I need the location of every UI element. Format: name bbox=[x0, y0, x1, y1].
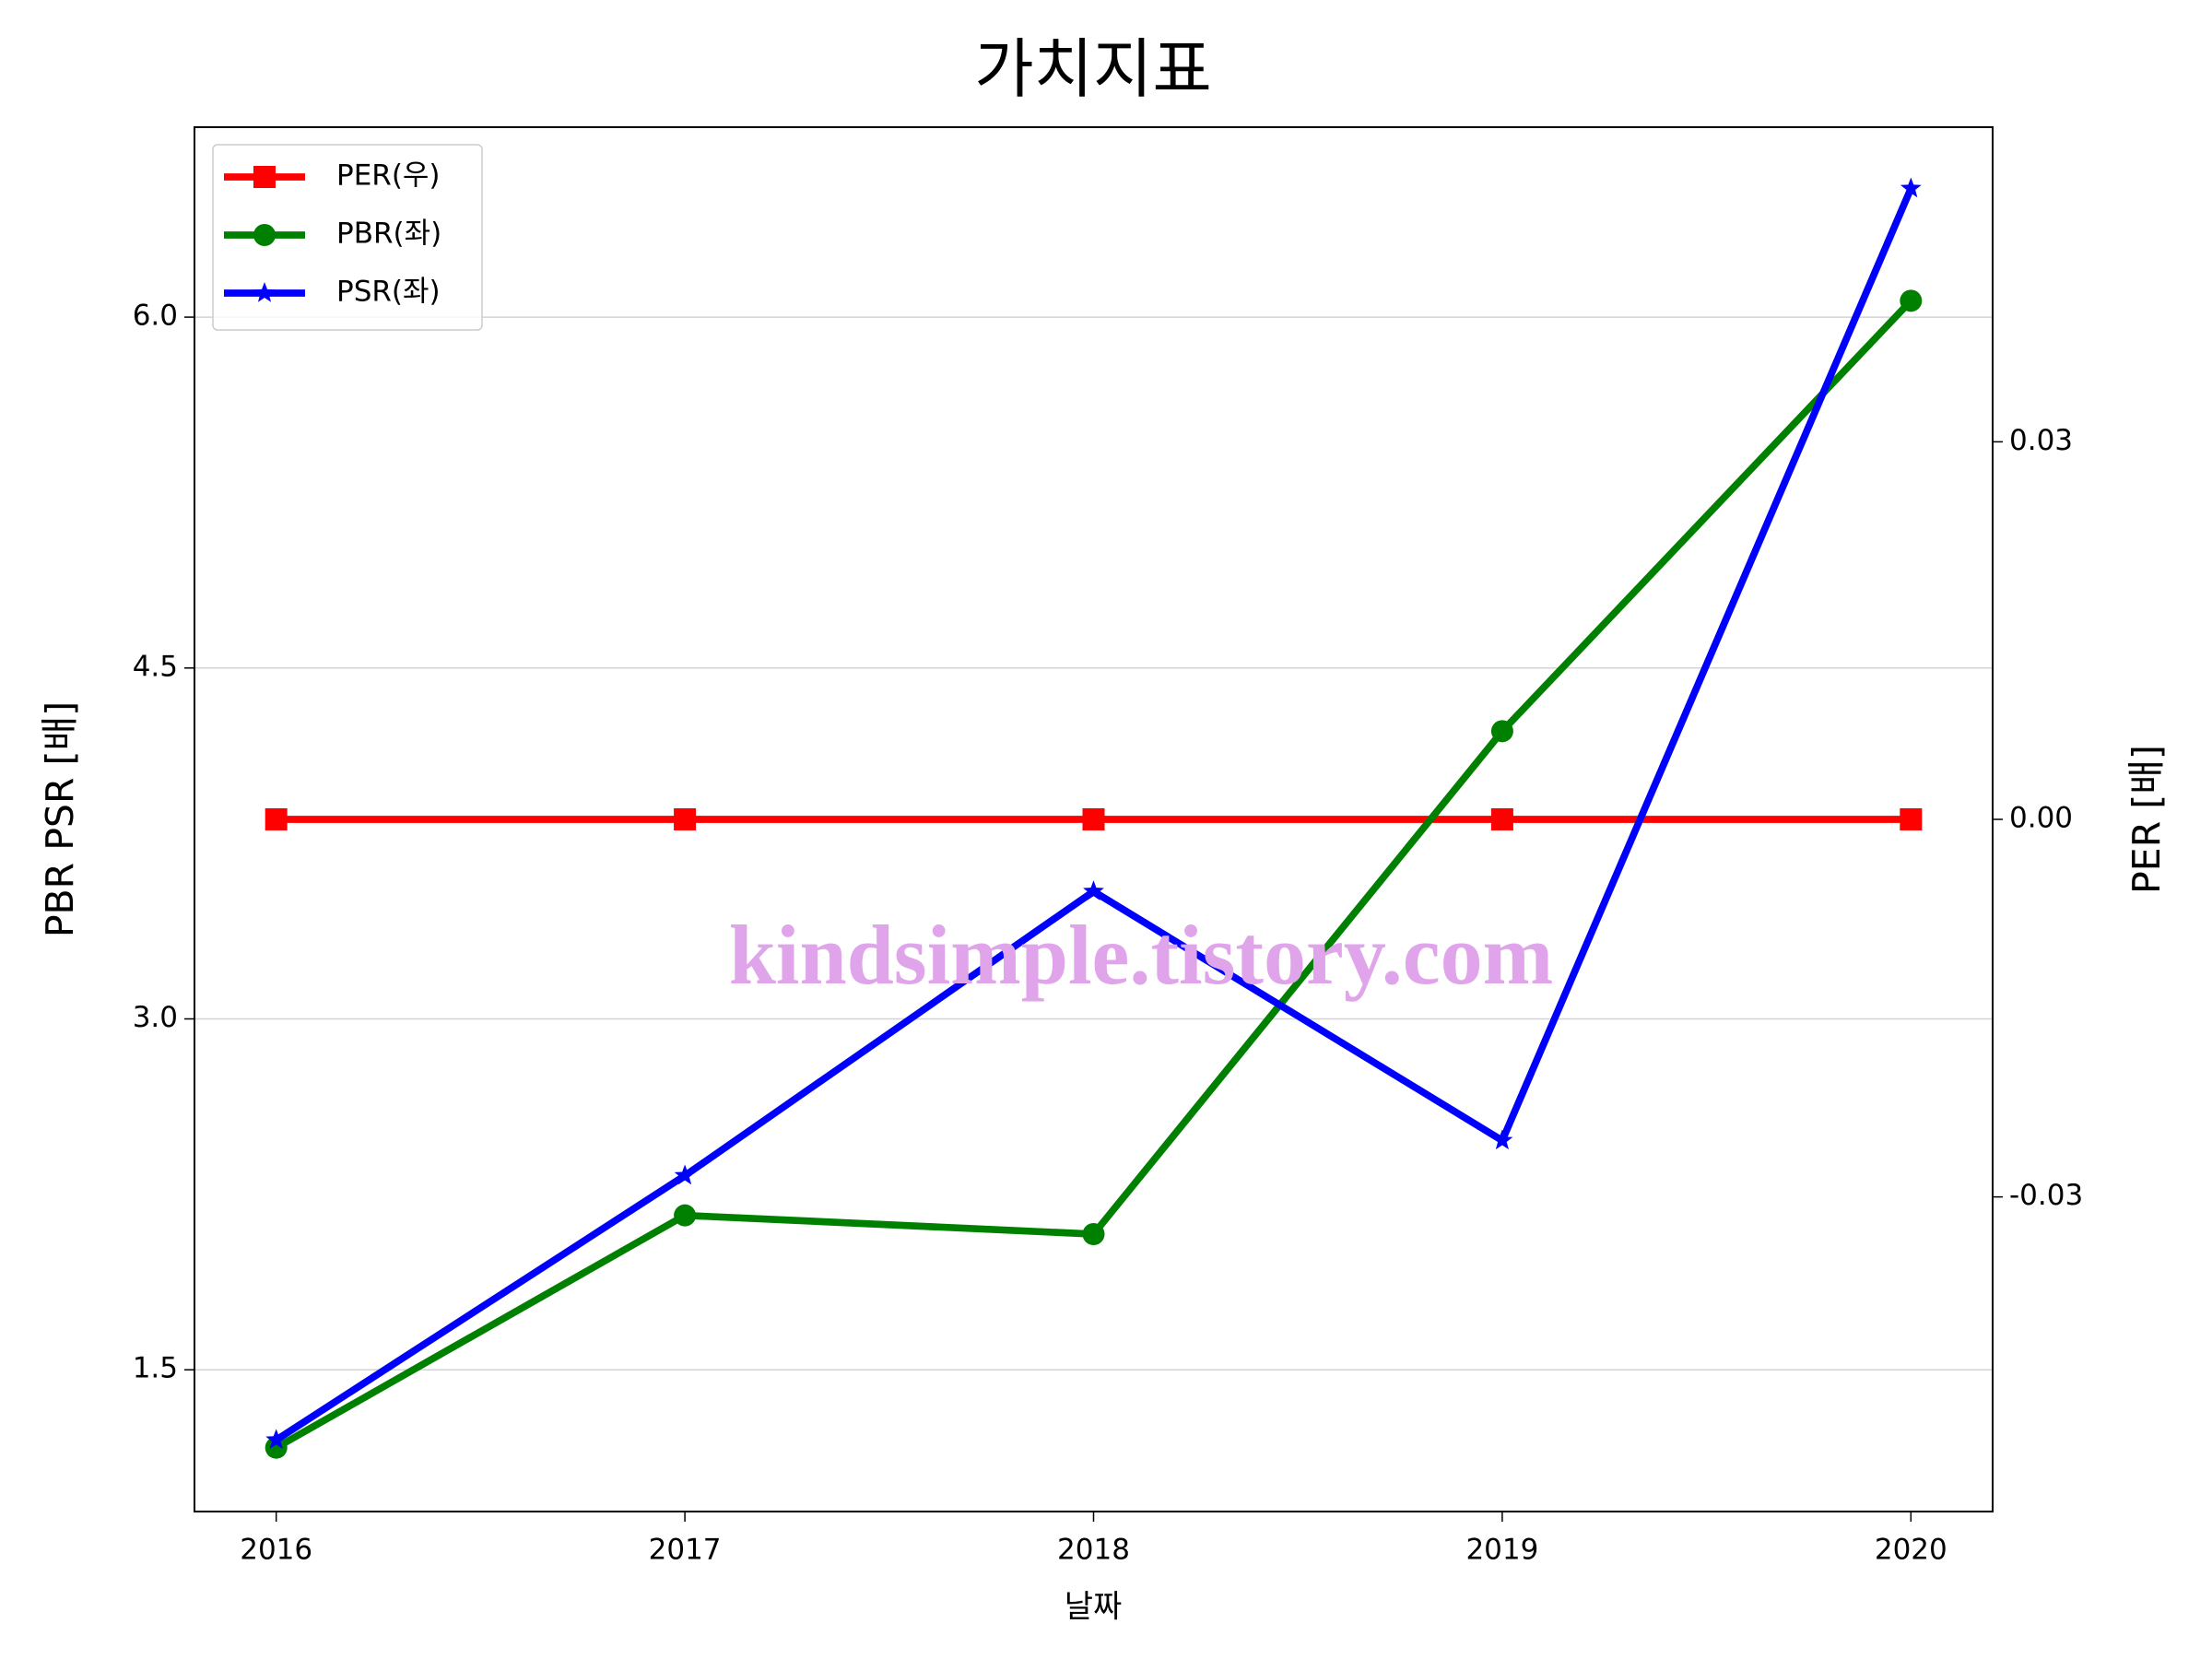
y-tick-label: 1.5 bbox=[133, 1352, 178, 1385]
x-tick-label: 2019 bbox=[1465, 1534, 1538, 1567]
x-tick-label: 2018 bbox=[1057, 1534, 1130, 1567]
y2-tick-label: -0.03 bbox=[2009, 1179, 2083, 1212]
y2-axis-label: PER [배] bbox=[2124, 745, 2169, 894]
legend-marker bbox=[253, 224, 276, 246]
marker bbox=[1490, 808, 1513, 830]
x-tick-label: 2016 bbox=[240, 1534, 312, 1567]
y-tick-label: 4.5 bbox=[133, 650, 178, 683]
y2-tick-label: 0.00 bbox=[2009, 802, 2073, 835]
marker bbox=[674, 808, 697, 830]
marker bbox=[265, 808, 288, 830]
marker bbox=[265, 1429, 288, 1450]
y2-tick-label: 0.03 bbox=[2009, 424, 2073, 457]
x-tick-label: 2020 bbox=[1875, 1534, 1947, 1567]
marker bbox=[674, 1164, 696, 1185]
watermark: kindsimple.tistory.com bbox=[729, 908, 1553, 1002]
marker bbox=[1490, 720, 1513, 743]
marker bbox=[265, 1436, 288, 1459]
legend-label: PBR(좌) bbox=[336, 218, 441, 251]
y-tick-label: 6.0 bbox=[133, 300, 178, 333]
marker bbox=[1082, 1222, 1105, 1245]
marker bbox=[1491, 1129, 1513, 1150]
series-line bbox=[274, 298, 1914, 1452]
x-axis-label: 날짜 bbox=[1065, 1589, 1123, 1626]
y-tick-label: 3.0 bbox=[133, 1001, 178, 1034]
legend-marker bbox=[253, 166, 276, 188]
chart-title: 가치지표 bbox=[974, 31, 1212, 107]
legend-box bbox=[212, 144, 483, 331]
marker bbox=[1900, 808, 1923, 830]
marker bbox=[1900, 177, 1922, 198]
legend-label: PSR(좌) bbox=[336, 276, 441, 309]
x-tick-label: 2017 bbox=[649, 1534, 722, 1567]
legend-label: PER(우) bbox=[336, 159, 441, 193]
marker bbox=[1900, 289, 1923, 312]
marker bbox=[674, 1204, 697, 1227]
marker bbox=[1082, 808, 1105, 830]
plot-frame bbox=[194, 126, 1994, 1512]
legend-marker bbox=[253, 282, 276, 302]
legend: PER(우) PBR(좌) PSR(좌) bbox=[212, 144, 483, 331]
marker bbox=[1083, 880, 1104, 900]
y-axis-label: PBR PSR [배] bbox=[38, 701, 82, 937]
